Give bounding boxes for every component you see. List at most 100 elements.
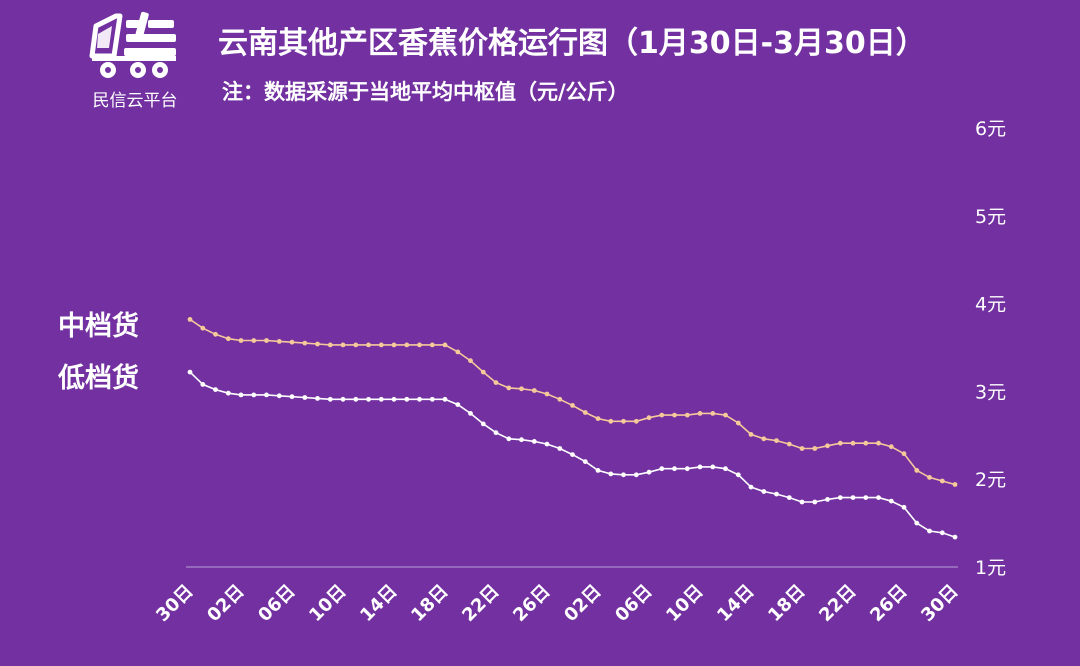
data-point-mid-grade xyxy=(340,342,346,348)
data-point-low-grade xyxy=(939,530,945,536)
data-point-mid-grade xyxy=(952,482,958,487)
data-point-mid-grade xyxy=(238,338,244,343)
data-point-low-grade xyxy=(544,441,550,447)
x-tick-label: 30日 xyxy=(152,581,197,626)
data-point-low-grade xyxy=(315,396,320,401)
data-point-mid-grade xyxy=(200,325,206,331)
data-point-mid-grade xyxy=(468,358,473,364)
data-point-mid-grade xyxy=(761,436,767,442)
data-point-mid-grade xyxy=(850,440,856,446)
data-point-low-grade xyxy=(850,495,856,500)
data-point-low-grade xyxy=(582,459,588,464)
data-point-mid-grade xyxy=(825,443,830,449)
x-tick-label: 14日 xyxy=(713,581,758,626)
x-tick-label: 02日 xyxy=(560,581,605,626)
data-point-low-grade xyxy=(391,396,397,402)
data-point-low-grade xyxy=(633,472,639,478)
data-point-low-grade xyxy=(493,430,499,436)
data-point-low-grade xyxy=(225,390,231,396)
data-point-low-grade xyxy=(251,392,257,398)
data-point-low-grade xyxy=(608,471,614,477)
data-point-mid-grade xyxy=(366,342,371,348)
data-point-mid-grade xyxy=(697,411,703,416)
data-point-mid-grade xyxy=(302,340,308,346)
data-point-mid-grade xyxy=(786,441,792,447)
data-point-mid-grade xyxy=(225,336,231,342)
data-point-mid-grade xyxy=(455,349,461,355)
data-point-low-grade xyxy=(468,411,473,416)
data-point-low-grade xyxy=(901,504,907,510)
data-point-low-grade xyxy=(684,466,690,472)
data-point-low-grade xyxy=(455,402,461,407)
data-point-low-grade xyxy=(289,394,295,400)
data-point-mid-grade xyxy=(710,411,716,416)
x-tick-label: 18日 xyxy=(407,581,452,626)
data-point-mid-grade xyxy=(251,338,257,343)
data-point-low-grade xyxy=(927,528,932,534)
data-point-mid-grade xyxy=(493,380,499,385)
data-point-mid-grade xyxy=(901,451,907,457)
data-point-low-grade xyxy=(825,497,830,502)
data-point-mid-grade xyxy=(863,440,869,446)
y-tick-label: 5元 xyxy=(975,206,1006,228)
data-point-mid-grade xyxy=(264,338,269,343)
y-tick-labels: 1元 2元 3元 4元 5元 6元 xyxy=(975,118,1006,579)
data-point-mid-grade xyxy=(735,420,741,426)
x-tick-label: 14日 xyxy=(356,581,401,626)
data-point-low-grade xyxy=(646,469,652,475)
data-point-mid-grade xyxy=(812,446,818,451)
brand-logo: 民信云平台 xyxy=(80,8,190,112)
data-point-low-grade xyxy=(723,466,728,472)
data-point-low-grade xyxy=(710,464,716,470)
data-point-low-grade xyxy=(595,468,601,473)
data-point-low-grade xyxy=(506,436,512,442)
data-point-mid-grade xyxy=(876,440,881,446)
data-point-mid-grade xyxy=(595,416,601,421)
y-tick-label: 2元 xyxy=(975,469,1006,491)
x-tick-label: 26日 xyxy=(866,581,911,626)
legend-mid-grade: 中档货 xyxy=(58,311,139,342)
data-point-low-grade xyxy=(876,495,881,500)
data-point-low-grade xyxy=(888,498,894,504)
data-point-mid-grade xyxy=(353,342,359,348)
data-point-mid-grade xyxy=(914,468,920,473)
data-point-low-grade xyxy=(672,466,677,472)
legend-low-grade: 低档货 xyxy=(58,363,139,394)
data-point-low-grade xyxy=(557,446,563,451)
y-tick-label: 6元 xyxy=(975,118,1006,140)
x-tick-label: 06日 xyxy=(611,581,656,626)
data-point-low-grade xyxy=(697,464,703,470)
data-point-low-grade xyxy=(952,534,958,540)
data-point-low-grade xyxy=(812,499,818,505)
data-point-low-grade xyxy=(621,472,626,478)
data-point-mid-grade xyxy=(684,412,690,418)
data-point-mid-grade xyxy=(213,331,218,337)
x-tick-label: 22日 xyxy=(458,581,503,626)
data-point-mid-grade xyxy=(557,396,563,402)
data-point-low-grade xyxy=(480,421,486,427)
data-point-mid-grade xyxy=(570,403,575,408)
data-point-mid-grade xyxy=(327,342,333,348)
data-point-mid-grade xyxy=(378,342,384,348)
data-point-low-grade xyxy=(238,392,244,398)
y-tick-label: 3元 xyxy=(975,381,1006,403)
x-tick-label: 18日 xyxy=(764,581,809,626)
data-point-mid-grade xyxy=(927,475,932,480)
data-point-low-grade xyxy=(276,393,282,399)
x-tick-label: 30日 xyxy=(917,581,962,626)
data-point-mid-grade xyxy=(315,341,320,347)
data-point-mid-grade xyxy=(519,386,524,392)
data-point-mid-grade xyxy=(506,385,512,391)
data-point-mid-grade xyxy=(939,478,945,484)
data-point-low-grade xyxy=(366,396,371,402)
x-tick-label: 10日 xyxy=(305,581,350,626)
data-point-mid-grade xyxy=(391,342,397,348)
data-point-mid-grade xyxy=(608,418,614,424)
data-point-low-grade xyxy=(519,437,524,443)
data-point-mid-grade xyxy=(837,440,843,446)
data-point-low-grade xyxy=(429,396,435,402)
chart-subtitle: 注：数据采源于当地平均中枢值（元/公斤） xyxy=(222,80,629,104)
data-point-low-grade xyxy=(417,396,422,402)
data-point-mid-grade xyxy=(276,339,282,344)
truck-logo-icon xyxy=(89,11,176,78)
